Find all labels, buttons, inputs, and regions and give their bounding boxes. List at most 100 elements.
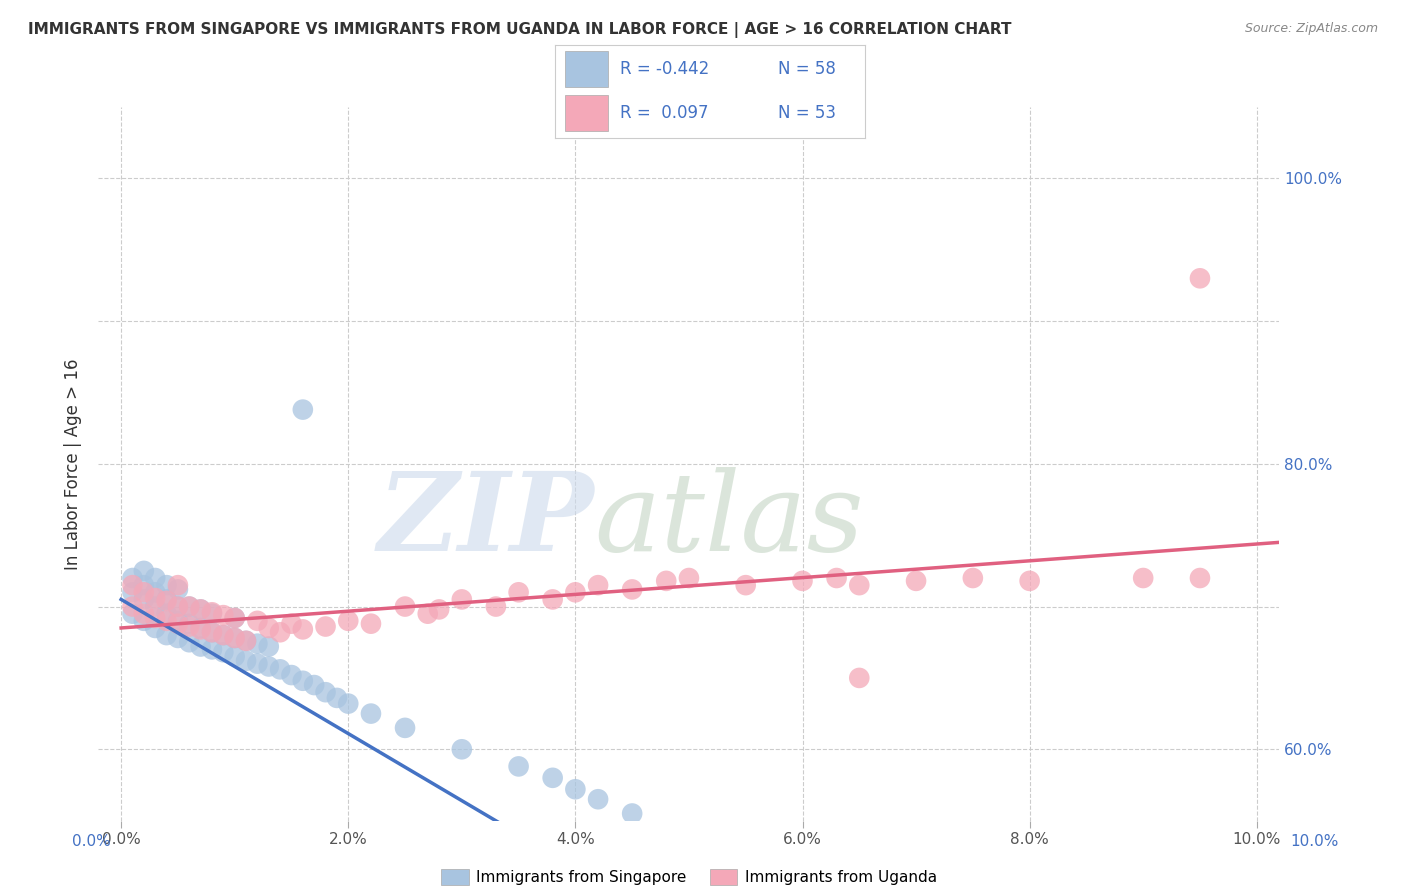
Point [190, 621, 212, 635]
Point [212, 645, 235, 659]
Text: Source: ZipAtlas.com: Source: ZipAtlas.com [1244, 22, 1378, 36]
Point [541, 592, 564, 607]
Point [212, 608, 235, 623]
Point [132, 592, 155, 607]
Point [621, 582, 644, 597]
Text: ZIP: ZIP [378, 467, 595, 574]
Point [450, 592, 472, 607]
Text: R =  0.097: R = 0.097 [620, 104, 709, 122]
Point [179, 616, 201, 631]
Point [201, 625, 224, 640]
Point [621, 806, 644, 821]
Point [201, 642, 224, 657]
Point [167, 616, 190, 631]
Point [734, 578, 756, 592]
Point [564, 585, 586, 599]
Point [416, 607, 439, 621]
Point [143, 599, 166, 614]
Point [235, 633, 257, 648]
Point [586, 792, 609, 806]
Text: 10.0%: 10.0% [1291, 834, 1339, 849]
Point [179, 635, 201, 649]
Point [143, 591, 166, 605]
Point [450, 742, 472, 756]
Point [291, 623, 314, 637]
Point [235, 633, 257, 648]
Point [167, 582, 190, 597]
Point [224, 611, 246, 625]
Point [167, 599, 190, 614]
Point [167, 578, 190, 592]
Point [179, 599, 201, 614]
Point [190, 623, 212, 637]
Point [257, 640, 280, 654]
Text: N = 53: N = 53 [778, 104, 837, 122]
Point [121, 599, 143, 614]
Point [792, 871, 814, 885]
Point [1018, 574, 1040, 588]
Point [212, 628, 235, 642]
Point [143, 585, 166, 599]
Point [121, 607, 143, 621]
Point [848, 671, 870, 685]
Point [201, 607, 224, 621]
Point [201, 625, 224, 640]
Text: IMMIGRANTS FROM SINGAPORE VS IMMIGRANTS FROM UGANDA IN LABOR FORCE | AGE > 16 CO: IMMIGRANTS FROM SINGAPORE VS IMMIGRANTS … [28, 22, 1012, 38]
Point [155, 614, 177, 628]
Point [586, 578, 609, 592]
Point [678, 828, 700, 842]
Point [121, 578, 143, 592]
Point [541, 771, 564, 785]
Point [257, 621, 280, 635]
Point [224, 611, 246, 625]
Point [212, 628, 235, 642]
Point [179, 619, 201, 633]
Point [280, 668, 302, 682]
Point [179, 599, 201, 614]
Point [508, 585, 530, 599]
Point [132, 607, 155, 621]
Point [257, 659, 280, 673]
Point [1132, 571, 1154, 585]
Point [246, 657, 269, 671]
Point [235, 654, 257, 668]
Point [155, 592, 177, 607]
Point [143, 571, 166, 585]
Point [167, 599, 190, 614]
Point [360, 706, 382, 721]
Point [167, 631, 190, 645]
Point [315, 619, 337, 633]
Point [201, 605, 224, 619]
Point [132, 564, 155, 578]
Point [155, 578, 177, 592]
Point [155, 628, 177, 642]
Point [825, 571, 848, 585]
Point [360, 616, 382, 631]
Bar [565, 95, 607, 131]
Point [394, 599, 416, 614]
Point [167, 614, 190, 628]
Point [291, 673, 314, 688]
Point [394, 721, 416, 735]
Point [792, 574, 814, 588]
Point [962, 571, 984, 585]
Point [326, 690, 349, 705]
Text: R = -0.442: R = -0.442 [620, 60, 710, 78]
Point [246, 637, 269, 651]
Point [337, 614, 360, 628]
Point [427, 602, 450, 616]
Point [848, 578, 870, 592]
Point [224, 649, 246, 664]
Point [224, 631, 246, 645]
Point [302, 678, 325, 692]
Text: 0.0%: 0.0% [72, 834, 111, 849]
Text: N = 58: N = 58 [778, 60, 837, 78]
Point [315, 685, 337, 699]
Point [564, 782, 586, 797]
Point [190, 640, 212, 654]
Point [143, 611, 166, 625]
Point [224, 631, 246, 645]
Point [132, 578, 155, 592]
Point [280, 616, 302, 631]
Point [337, 697, 360, 711]
